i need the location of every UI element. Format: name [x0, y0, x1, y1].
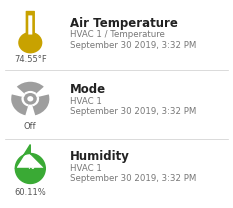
Text: September 30 2019, 3:32 PM: September 30 2019, 3:32 PM: [70, 107, 196, 116]
Text: Humidity: Humidity: [70, 150, 130, 163]
Wedge shape: [30, 94, 49, 115]
Text: September 30 2019, 3:32 PM: September 30 2019, 3:32 PM: [70, 41, 196, 50]
Text: HVAC 1: HVAC 1: [70, 163, 102, 173]
FancyBboxPatch shape: [26, 11, 35, 43]
Text: Air Temperature: Air Temperature: [70, 17, 178, 30]
Circle shape: [24, 93, 37, 105]
Text: HVAC 1: HVAC 1: [70, 97, 102, 106]
FancyBboxPatch shape: [28, 15, 32, 35]
Circle shape: [18, 32, 42, 53]
Wedge shape: [21, 97, 30, 106]
Text: Mode: Mode: [70, 83, 106, 96]
Text: HVAC 1 / Temperature: HVAC 1 / Temperature: [70, 30, 165, 40]
Wedge shape: [24, 91, 37, 99]
Polygon shape: [15, 145, 45, 183]
Text: 60.11%: 60.11%: [14, 188, 46, 197]
Text: %: %: [27, 162, 34, 171]
Wedge shape: [11, 94, 30, 115]
Wedge shape: [17, 82, 44, 99]
Wedge shape: [30, 97, 39, 106]
Text: Off: Off: [24, 122, 37, 131]
Text: 74.55°F: 74.55°F: [14, 55, 47, 64]
Circle shape: [27, 96, 33, 102]
Text: September 30 2019, 3:32 PM: September 30 2019, 3:32 PM: [70, 174, 196, 183]
